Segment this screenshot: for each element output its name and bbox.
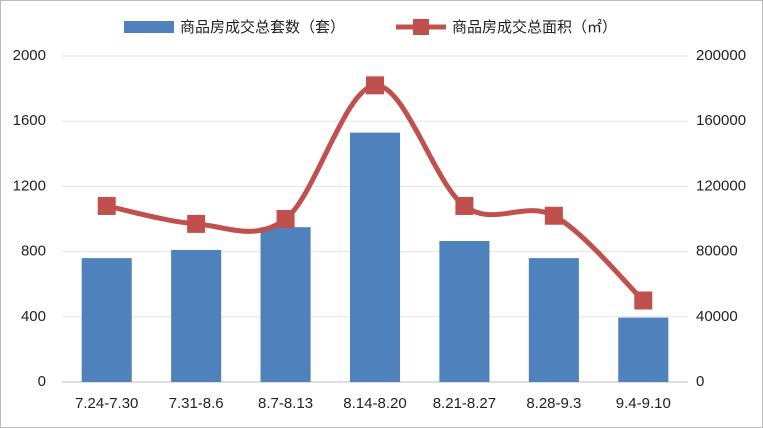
bar: [81, 258, 132, 382]
y-tick-label: 1200: [13, 177, 46, 194]
x-tick-label: 8.28-9.3: [526, 395, 581, 412]
x-tick-label: 9.4-9.10: [616, 395, 671, 412]
bar: [349, 132, 401, 382]
bar: [439, 241, 490, 382]
bar: [171, 249, 222, 382]
bar: [528, 258, 579, 382]
legend-swatch: [413, 19, 429, 35]
line-marker: [366, 76, 384, 95]
y-tick-label: 1600: [13, 112, 46, 129]
y-tick-label: 800: [21, 243, 46, 260]
x-tick-label: 8.14-8.20: [343, 395, 406, 412]
y-tick-label: 400: [21, 308, 46, 325]
y2-tick-label: 40000: [696, 308, 738, 325]
x-tick-label: 8.7-8.13: [258, 395, 313, 412]
line-marker: [97, 196, 116, 215]
y2-tick-label: 160000: [696, 112, 746, 129]
line-marker: [455, 196, 474, 215]
x-tick-label: 8.21-8.27: [433, 395, 496, 412]
line-marker: [276, 210, 295, 228]
y2-tick-label: 80000: [696, 243, 738, 260]
bar: [260, 227, 311, 382]
y2-tick-label: 120000: [696, 177, 746, 194]
y-tick-label: 0: [38, 373, 46, 390]
line-marker: [187, 214, 206, 233]
legend-swatch: [124, 21, 174, 33]
x-tick-label: 7.24-7.30: [75, 395, 138, 412]
y2-tick-label: 0: [696, 373, 704, 390]
legend-label: 商品房成交总套数（套）: [180, 18, 345, 36]
x-tick-label: 7.31-8.6: [169, 395, 224, 412]
y2-tick-label: 200000: [696, 47, 746, 64]
line-marker: [634, 291, 653, 310]
bar: [618, 317, 669, 382]
y-tick-label: 2000: [13, 47, 46, 64]
line-marker: [544, 206, 563, 225]
legend-label: 商品房成交总面积（㎡）: [452, 18, 617, 36]
